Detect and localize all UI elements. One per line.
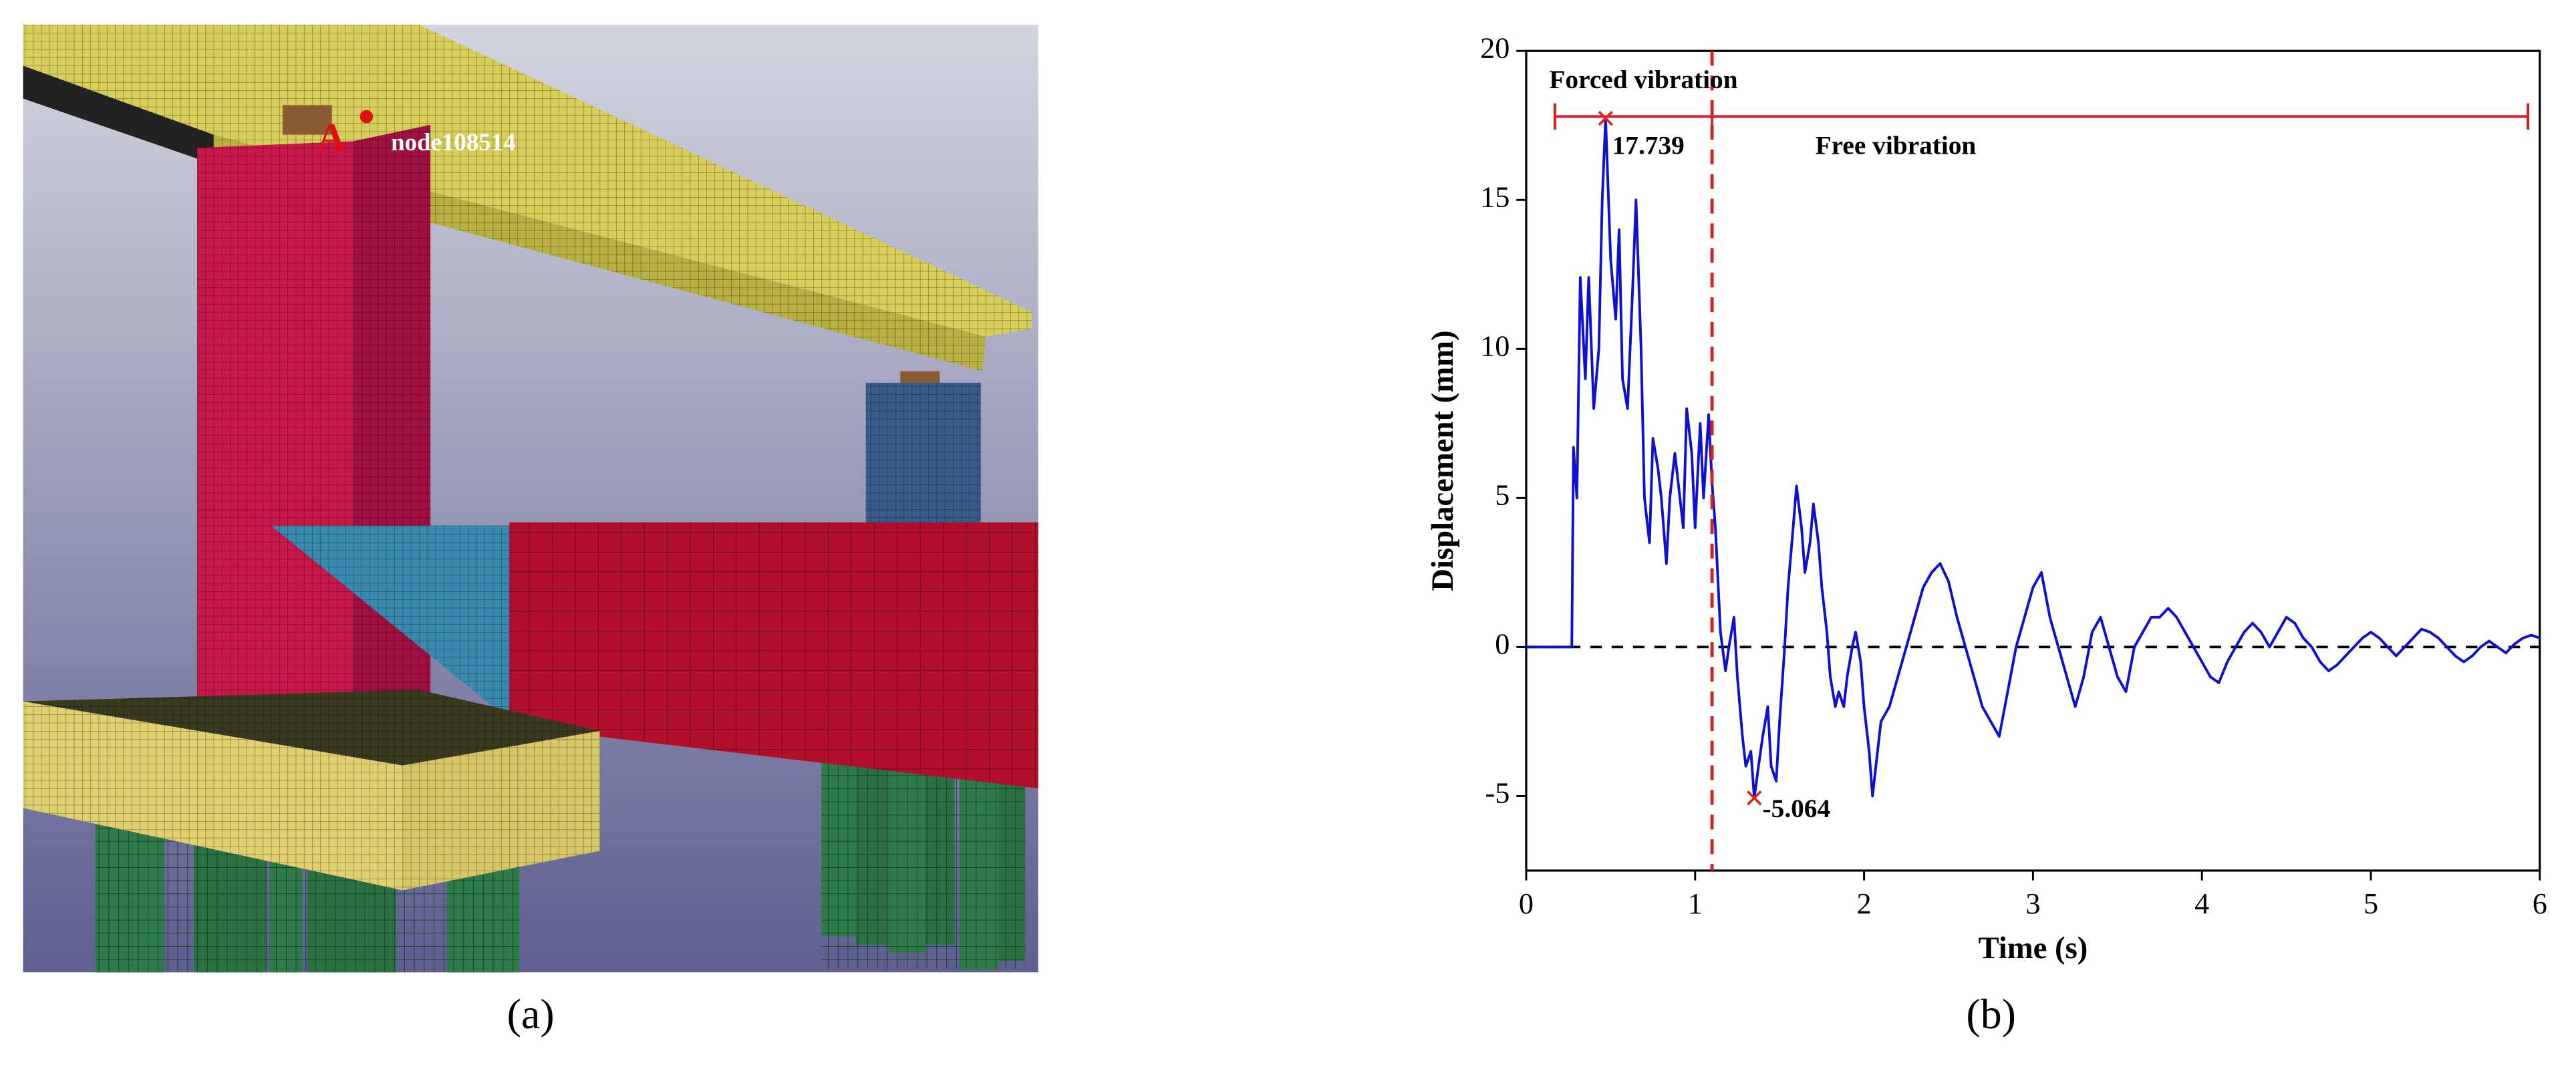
extreme-marker — [1598, 110, 1613, 126]
y-axis-title: Displacement (mm) — [1425, 330, 1460, 591]
panel-label: (a) — [507, 990, 555, 1038]
extreme-label: -5.064 — [1763, 794, 1831, 823]
y-tick-label: 10 — [1480, 329, 1510, 362]
y-tick-label: 0 — [1495, 628, 1510, 661]
y-tick-label: 5 — [1495, 479, 1510, 512]
annotation: Forced vibration — [1549, 65, 1737, 94]
x-tick-label: 3 — [2025, 887, 2040, 920]
panel-label: (b) — [1966, 990, 2016, 1038]
node-point — [360, 110, 374, 124]
data-line — [1526, 117, 2541, 800]
extreme-label: 17.739 — [1612, 130, 1685, 160]
x-tick-label: 6 — [2533, 887, 2547, 920]
x-axis-title: Time (s) — [1978, 931, 2088, 965]
x-tick-label: 4 — [2194, 887, 2209, 920]
y-tick-label: 15 — [1480, 180, 1510, 213]
x-tick-label: 2 — [1857, 887, 1872, 920]
point-label: A — [317, 115, 346, 159]
fe-model: A node108514 — [23, 24, 1038, 973]
piles-right — [821, 747, 1026, 969]
extreme-marker — [1747, 790, 1762, 806]
plot-frame — [1525, 49, 2541, 872]
x-tick-label: 5 — [2364, 887, 2378, 920]
bearing — [900, 371, 940, 386]
chart: 0 1 2 3 4 5 6 -5 0 5 10 15 20 Time (s) Displacement (m… — [1425, 31, 2547, 965]
y-tick-label: 20 — [1480, 31, 1510, 64]
node-label: node108514 — [391, 128, 515, 156]
y-tick-label: -5 — [1485, 777, 1510, 810]
annotation: Free vibration — [1816, 130, 1977, 160]
bearing — [282, 105, 332, 135]
x-tick-label: 0 — [1519, 887, 1534, 920]
deck-bottom — [23, 65, 214, 164]
x-tick-label: 1 — [1688, 887, 1703, 920]
